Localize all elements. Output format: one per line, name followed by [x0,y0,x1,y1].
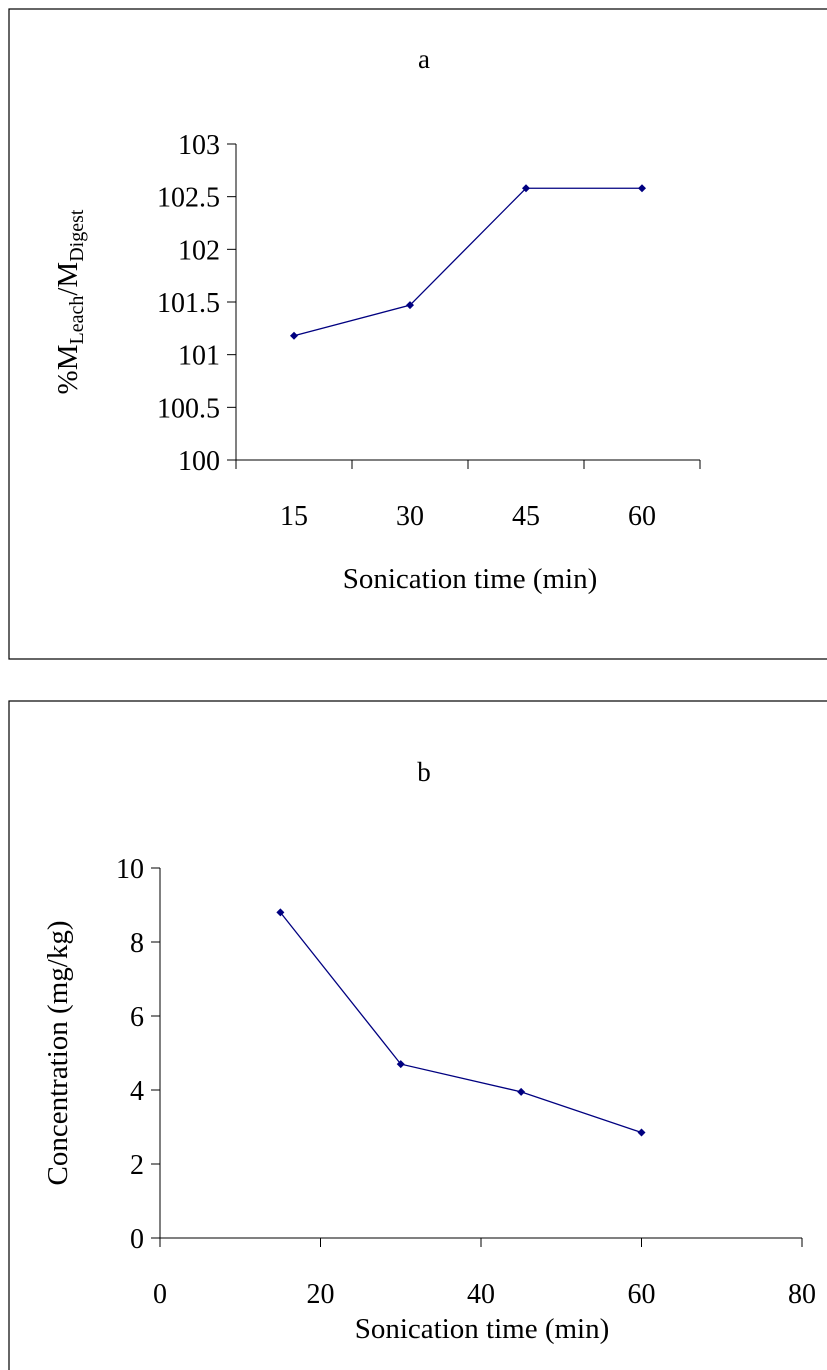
chart-b-x-ticks: 0 20 40 60 80 [153,1238,816,1310]
chart-a-x-label: Sonication time (min) [343,563,598,595]
chart-a-y-tick-label: 100.5 [157,393,220,424]
chart-a-y-label-mid: /M [52,262,84,296]
chart-b-y-tick-label: 10 [116,854,144,885]
chart-b-title: b [417,757,431,787]
chart-b-y-tick-label: 4 [130,1076,144,1107]
chart-b-y-tick-label: 0 [130,1224,144,1255]
chart-a-y-label-sub1: Leach [66,296,88,345]
chart-a-y-label: %MLeach/MDigest [52,209,88,394]
chart-b-x-label: Sonication time (min) [355,1313,610,1345]
chart-a-y-ticks: 100 100.5 101 101.5 102 102.5 103 [157,130,236,477]
chart-a-point [406,301,414,310]
chart-b-point [276,908,285,917]
chart-a-x-tick-label: 15 [280,501,308,532]
chart-a-x-tick-label: 30 [396,501,424,532]
chart-a-y-tick-label: 102.5 [157,183,220,214]
chart-b-point [637,1128,646,1137]
chart-b-y-label: Concentration (mg/kg) [42,921,74,1186]
chart-b-x-tick-label: 60 [628,1279,656,1310]
chart-a-point [290,331,298,340]
chart-a-x-tick-label: 45 [512,501,540,532]
chart-a-y-label-prefix: %M [52,344,84,394]
chart-a-x-ticks: 15 30 45 60 [235,460,701,532]
chart-a-y-tick-label: 103 [178,130,220,161]
chart-b-series-line [279,911,642,1134]
chart-b-x-tick-label: 0 [153,1279,167,1310]
chart-a-y-tick-label: 100 [178,446,220,477]
chart-a-x-tick-label: 60 [628,501,656,532]
chart-b-point [517,1087,526,1096]
chart-a-series-line [293,187,642,337]
chart-b-y-ticks: 0 2 4 6 8 10 [116,854,160,1255]
chart-b-point [396,1060,405,1069]
chart-b-y-tick-label: 2 [130,1150,144,1181]
chart-a-y-tick-label: 101 [178,341,220,372]
chart-b-x-tick-label: 20 [307,1279,335,1310]
chart-a-y-label-group: %MLeach/MDigest [52,209,88,394]
chart-a-point [638,184,646,193]
chart-a-point [522,184,530,193]
chart-b-series [276,908,646,1137]
chart-b-y-tick-label: 8 [130,928,144,959]
chart-b: b 0 2 4 6 8 10 0 20 40 60 80 Sonication time (min… [8,700,827,1370]
chart-a-y-tick-label: 102 [178,235,220,266]
chart-b-y-tick-label: 6 [130,1002,144,1033]
chart-b-border [8,700,827,1370]
chart-a-y-label-sub2: Digest [66,209,88,262]
chart-a: a 100 100.5 101 101.5 102 102.5 103 15 30 45 60 S… [8,8,827,660]
chart-b-x-tick-label: 40 [467,1279,495,1310]
chart-a-series [290,184,646,340]
chart-a-title: a [418,44,430,74]
chart-a-y-tick-label: 101.5 [157,288,220,319]
chart-a-border [8,8,827,660]
chart-b-x-tick-label: 80 [788,1279,816,1310]
